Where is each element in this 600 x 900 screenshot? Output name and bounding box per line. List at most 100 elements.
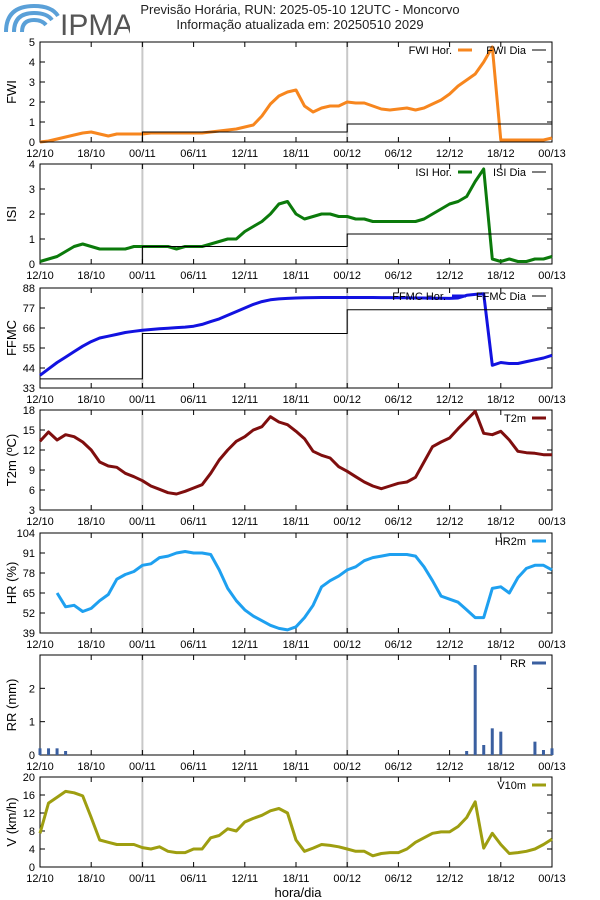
x-tick-label: 12/10	[26, 148, 54, 160]
y-tick-label: 3	[29, 505, 35, 517]
x-tick-label: 18/12	[487, 394, 515, 406]
x-tick-label: 18/10	[77, 516, 105, 528]
x-tick-label: 12/10	[26, 873, 54, 885]
rr-bar	[465, 751, 469, 755]
x-tick-label: 12/12	[436, 639, 464, 651]
x-tick-label: 00/12	[333, 639, 361, 651]
y-axis-label: RR (mm)	[4, 679, 19, 732]
x-tick-label: 00/11	[129, 639, 156, 651]
y-tick-label: 20	[23, 772, 35, 784]
panel-isi: 0 1 2 3 4 12/10 18/10 00/11 06/11 12/11 18/11 00/12…	[4, 159, 566, 282]
x-tick-label: 06/12	[385, 516, 413, 528]
x-tick-label: 00/11	[129, 148, 156, 160]
x-tick-label: 18/10	[77, 639, 105, 651]
x-tick-label: 12/12	[436, 516, 464, 528]
x-tick-label: 18/11	[283, 873, 310, 885]
y-tick-label: 0	[29, 259, 35, 271]
x-tick-label: 00/13	[538, 394, 566, 406]
y-tick-label: 33	[23, 383, 35, 395]
x-tick-label: 18/11	[283, 148, 310, 160]
x-tick-label: 06/12	[385, 639, 413, 651]
x-tick-label: 18/12	[487, 639, 515, 651]
x-tick-label: 18/12	[487, 148, 515, 160]
y-axis-label: HR (%)	[4, 562, 19, 605]
y-tick-label: 5	[29, 37, 35, 49]
x-tick-label: 00/12	[333, 270, 361, 282]
rr-bar	[55, 748, 59, 755]
legend-label: FFMC Dia	[476, 291, 527, 303]
y-tick-label: 77	[23, 303, 35, 315]
rr-bar	[38, 748, 42, 755]
x-tick-label: 18/10	[77, 394, 105, 406]
x-tick-label: 00/11	[129, 873, 156, 885]
x-tick-label: 18/11	[283, 639, 310, 651]
x-tick-label: 12/12	[436, 761, 464, 773]
x-tick-label: 00/13	[538, 761, 566, 773]
y-axis-label: V (km/h)	[4, 797, 19, 846]
x-tick-label: 00/13	[538, 516, 566, 528]
panel-t2m: 3 6 9 12 15 18 12/10 18/10 00/11 06/11 12/11 18/11 0…	[4, 405, 566, 528]
y-tick-label: 9	[29, 465, 35, 477]
panel-rr: 0 1 2 12/10 18/10 00/11 06/11 12/11 18/11 00/12 06…	[4, 654, 566, 773]
x-tick-label: 12/10	[26, 394, 54, 406]
plot-frame	[39, 409, 553, 511]
x-tick-label: 00/11	[129, 761, 156, 773]
legend-label: FWI Hor.	[409, 45, 452, 57]
y-tick-label: 1	[29, 717, 35, 729]
x-tick-label: 06/11	[180, 394, 207, 406]
series-line-isi	[39, 167, 553, 263]
series-step-isi-daily	[40, 233, 552, 265]
series-line-ffmc	[39, 292, 553, 377]
y-tick-label: 2	[29, 683, 35, 695]
x-tick-label: 06/12	[385, 761, 413, 773]
x-tick-label: 06/11	[180, 270, 207, 282]
legend-label: ISI Dia	[493, 167, 527, 179]
y-tick-label: 52	[23, 608, 35, 620]
x-tick-label: 00/11	[129, 516, 156, 528]
y-tick-label: 91	[23, 548, 35, 560]
x-tick-label: 00/12	[333, 516, 361, 528]
x-tick-label: 12/11	[231, 516, 258, 528]
x-tick-label: 12/11	[231, 394, 258, 406]
y-axis-label: ISI	[4, 206, 19, 222]
rr-bar	[550, 748, 554, 755]
x-tick-label: 18/11	[283, 761, 310, 773]
rr-bar	[490, 728, 494, 755]
x-tick-label: 12/10	[26, 270, 54, 282]
x-tick-label: 06/11	[180, 873, 207, 885]
x-tick-label: 18/12	[487, 270, 515, 282]
x-tick-label: 18/10	[77, 148, 105, 160]
y-tick-label: 4	[29, 844, 35, 856]
y-tick-label: 2	[29, 209, 35, 221]
x-tick-label: 00/12	[333, 148, 361, 160]
panel-ffmc: 33 44 55 66 77 88 12/10 18/10 00/11 06/11 12/11 18/…	[4, 283, 566, 406]
x-tick-label: 06/11	[180, 516, 207, 528]
x-tick-label: 00/13	[538, 639, 566, 651]
x-tick-label: 00/12	[333, 873, 361, 885]
x-tick-label: 12/10	[26, 516, 54, 528]
y-axis-label: FWI	[4, 80, 19, 104]
y-tick-label: 66	[23, 323, 35, 335]
x-tick-label: 00/13	[538, 270, 566, 282]
plot-frame	[39, 287, 553, 389]
plot-frame	[39, 776, 553, 868]
legend-label: FFMC Hor.	[392, 291, 446, 303]
x-tick-label: 18/12	[487, 873, 515, 885]
x-tick-label: 00/11	[129, 270, 156, 282]
x-tick-label: 18/12	[487, 516, 515, 528]
rr-bar	[533, 741, 537, 755]
x-tick-label: 06/12	[385, 394, 413, 406]
series-line-hr2m	[55, 550, 553, 632]
x-tick-label: 12/11	[231, 270, 258, 282]
y-tick-label: 6	[29, 485, 35, 497]
y-axis-label: T2m (ºC)	[4, 434, 19, 486]
x-tick-label: 18/10	[77, 270, 105, 282]
rr-bar	[473, 665, 477, 755]
y-tick-label: 1	[29, 117, 35, 129]
x-tick-label: 12/12	[436, 394, 464, 406]
x-tick-label: 06/12	[385, 873, 413, 885]
series-line-v10m	[38, 789, 553, 858]
x-tick-label: 12/12	[436, 873, 464, 885]
series-step-ffmc-daily	[40, 309, 552, 380]
series-line-t2m	[38, 409, 552, 496]
